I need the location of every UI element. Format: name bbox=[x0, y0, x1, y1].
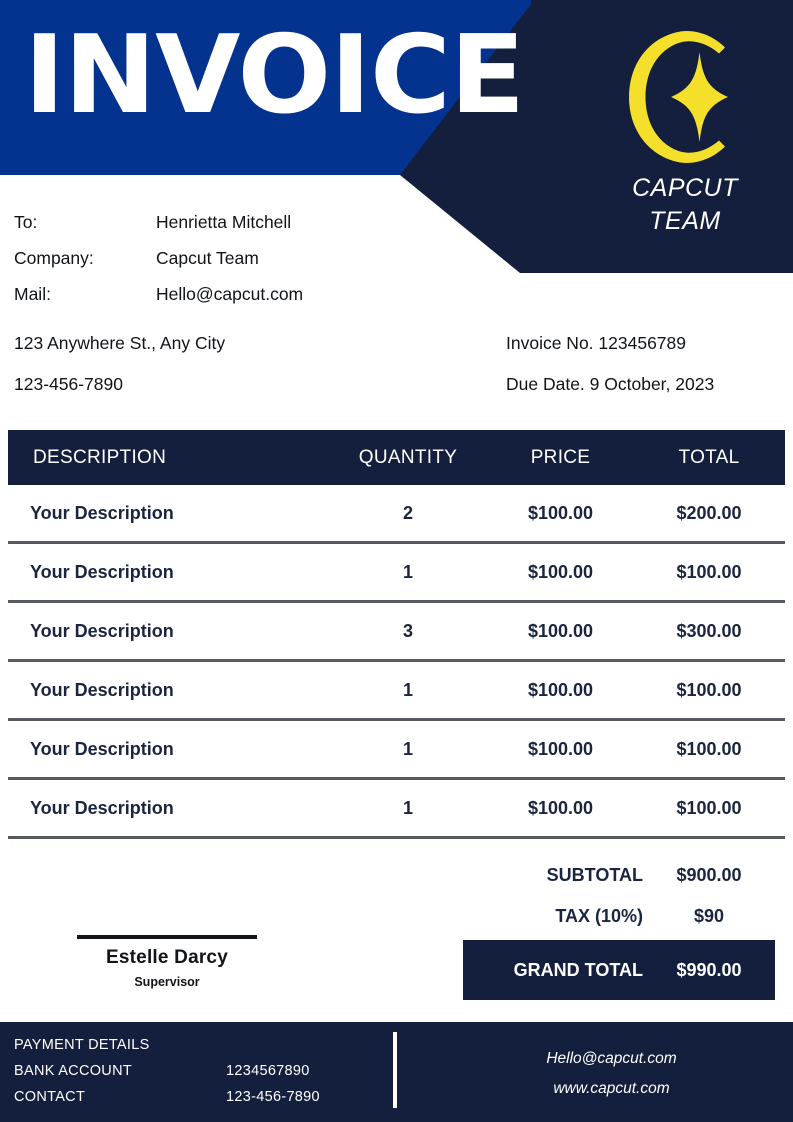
invoice-footer: PAYMENT DETAILS BANK ACCOUNT 1234567890 … bbox=[0, 1022, 793, 1122]
bill-to-value-company: Capcut Team bbox=[156, 247, 259, 268]
capcut-c-star-logo-icon bbox=[598, 22, 768, 182]
subtotal-row: SUBTOTAL $900.00 bbox=[463, 855, 775, 896]
cell-quantity: 1 bbox=[402, 738, 413, 759]
contact-label: CONTACT bbox=[14, 1089, 86, 1105]
cell-price: $100.00 bbox=[527, 502, 594, 523]
cell-price: $100.00 bbox=[527, 620, 594, 641]
bill-to-block: To: Henrietta Mitchell Company: Capcut T… bbox=[14, 204, 414, 312]
footer-email: Hello@capcut.com bbox=[546, 1050, 677, 1067]
grand-total-value: $990.00 bbox=[676, 959, 742, 980]
cell-price: $100.00 bbox=[527, 561, 594, 582]
cell-description: Your Description bbox=[30, 797, 174, 818]
table-row: Your Description 1 $100.00 $100.00 bbox=[8, 544, 785, 603]
bill-to-value-to: Henrietta Mitchell bbox=[156, 211, 292, 232]
signature-name: Estelle Darcy bbox=[106, 947, 228, 968]
cell-description: Your Description bbox=[30, 561, 174, 582]
table-row: Your Description 2 $100.00 $200.00 bbox=[8, 485, 785, 544]
brand-line-2: TEAM bbox=[649, 207, 721, 235]
brand-name: CAPCUT TEAM bbox=[590, 172, 780, 238]
totals-block: SUBTOTAL $900.00 TAX (10%) $90 bbox=[463, 855, 775, 937]
cell-description: Your Description bbox=[30, 738, 174, 759]
table-row: Your Description 1 $100.00 $100.00 bbox=[8, 780, 785, 839]
cell-total: $100.00 bbox=[676, 738, 742, 759]
page-title: INVOICE bbox=[24, 13, 525, 138]
bank-account-value: 1234567890 bbox=[226, 1063, 310, 1079]
payment-details-heading-row: PAYMENT DETAILS bbox=[14, 1032, 320, 1058]
cell-quantity: 2 bbox=[402, 502, 413, 523]
grand-total-bar: GRAND TOTAL $990.00 bbox=[463, 940, 775, 1000]
cell-quantity: 1 bbox=[402, 561, 413, 582]
table-row: Your Description 3 $100.00 $300.00 bbox=[8, 603, 785, 662]
bank-account-label: BANK ACCOUNT bbox=[14, 1063, 133, 1079]
bank-account-row: BANK ACCOUNT 1234567890 bbox=[14, 1058, 320, 1084]
sender-street: 123 Anywhere St., Any City bbox=[14, 333, 226, 353]
column-header-description: DESCRIPTION bbox=[33, 446, 167, 468]
bill-to-label-company: Company: bbox=[14, 247, 94, 268]
sender-address-block: 123 Anywhere St., Any City 123-456-7890 bbox=[14, 330, 434, 412]
cell-total: $200.00 bbox=[676, 502, 742, 523]
cell-quantity: 1 bbox=[402, 797, 413, 818]
cell-total: $100.00 bbox=[676, 561, 742, 582]
grand-total-label: GRAND TOTAL bbox=[513, 959, 643, 980]
cell-total: $100.00 bbox=[676, 679, 742, 700]
column-header-price: PRICE bbox=[530, 446, 591, 468]
footer-divider bbox=[393, 1032, 397, 1108]
cell-quantity: 3 bbox=[402, 620, 413, 641]
cell-quantity: 1 bbox=[402, 679, 413, 700]
column-header-quantity: QUANTITY bbox=[358, 446, 458, 468]
signature-block: Estelle Darcy Supervisor bbox=[47, 935, 287, 989]
cell-price: $100.00 bbox=[527, 679, 594, 700]
payment-details-heading: PAYMENT DETAILS bbox=[14, 1037, 150, 1053]
invoice-header: INVOICE CAPCUT TEAM bbox=[0, 0, 793, 280]
subtotal-value: $900.00 bbox=[676, 865, 742, 885]
cell-description: Your Description bbox=[30, 679, 174, 700]
bill-to-row-mail: Mail: Hello@capcut.com bbox=[14, 276, 414, 312]
tax-value: $90 bbox=[693, 906, 725, 926]
footer-website: www.capcut.com bbox=[553, 1080, 670, 1097]
bill-to-value-mail: Hello@capcut.com bbox=[156, 283, 304, 304]
footer-contact-block: Hello@capcut.com www.capcut.com bbox=[430, 1044, 793, 1104]
cell-total: $100.00 bbox=[676, 797, 742, 818]
bill-to-row-company: Company: Capcut Team bbox=[14, 240, 414, 276]
brand-line-1: CAPCUT bbox=[632, 174, 738, 202]
column-header-total: TOTAL bbox=[678, 446, 740, 468]
bill-to-label-to: To: bbox=[14, 211, 38, 232]
invoice-meta-block: Invoice No. 123456789 Due Date. 9 Octobe… bbox=[506, 330, 786, 412]
invoice-number: Invoice No. 123456789 bbox=[506, 333, 686, 353]
cell-price: $100.00 bbox=[527, 797, 594, 818]
bill-to-label-mail: Mail: bbox=[14, 283, 51, 304]
sender-phone: 123-456-7890 bbox=[14, 374, 123, 394]
tax-row: TAX (10%) $90 bbox=[463, 896, 775, 937]
subtotal-label: SUBTOTAL bbox=[546, 865, 643, 885]
line-items-table: DESCRIPTION QUANTITY PRICE TOTAL Your De… bbox=[8, 430, 785, 839]
contact-value: 123-456-7890 bbox=[226, 1089, 320, 1105]
signature-role: Supervisor bbox=[134, 975, 200, 989]
signature-line bbox=[77, 935, 257, 939]
invoice-due-date: Due Date. 9 October, 2023 bbox=[506, 374, 715, 394]
table-header-row: DESCRIPTION QUANTITY PRICE TOTAL bbox=[8, 430, 785, 485]
cell-total: $300.00 bbox=[676, 620, 742, 641]
cell-description: Your Description bbox=[30, 620, 174, 641]
table-row: Your Description 1 $100.00 $100.00 bbox=[8, 662, 785, 721]
bill-to-row-to: To: Henrietta Mitchell bbox=[14, 204, 414, 240]
contact-row: CONTACT 123-456-7890 bbox=[14, 1084, 320, 1110]
tax-label: TAX (10%) bbox=[555, 906, 643, 926]
cell-description: Your Description bbox=[30, 502, 174, 523]
table-row: Your Description 1 $100.00 $100.00 bbox=[8, 721, 785, 780]
payment-details-block: PAYMENT DETAILS BANK ACCOUNT 1234567890 … bbox=[14, 1032, 320, 1110]
cell-price: $100.00 bbox=[527, 738, 594, 759]
